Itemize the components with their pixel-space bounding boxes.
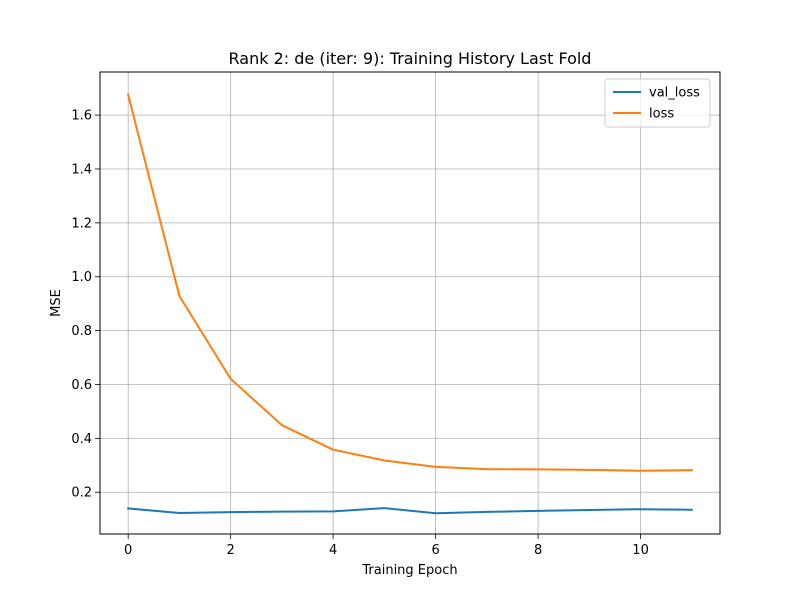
y-tick-label: 0.2 <box>71 486 92 501</box>
series-line-loss <box>126 93 693 472</box>
series-lines <box>126 93 693 515</box>
y-tick-label: 0.4 <box>71 432 92 447</box>
x-tick-label: 8 <box>534 543 542 558</box>
y-axis-label: MSE <box>49 289 64 317</box>
x-tick-label: 6 <box>431 543 439 558</box>
x-tick-label: 2 <box>227 543 235 558</box>
plot-frame <box>99 71 721 535</box>
y-tick-label: 1.0 <box>71 270 92 285</box>
legend-label-val-loss: val_loss <box>649 86 700 101</box>
y-tick-label: 1.2 <box>71 216 92 231</box>
y-axis-ticks: 0.2 0.4 0.6 0.8 1.0 1.2 1.4 1.6 <box>71 109 100 501</box>
grid-lines <box>100 72 720 534</box>
x-tick-label: 4 <box>329 543 337 558</box>
x-axis-ticks: 0 2 4 6 8 10 <box>124 534 649 558</box>
x-tick-label: 0 <box>124 543 132 558</box>
y-tick-label: 0.6 <box>71 378 92 393</box>
y-tick-label: 0.8 <box>71 324 92 339</box>
y-tick-label: 1.6 <box>71 109 92 124</box>
y-tick-label: 1.4 <box>71 162 92 177</box>
legend-label-loss: loss <box>649 107 674 122</box>
series-line-val-loss <box>127 507 693 515</box>
x-axis-label: Training Epoch <box>361 563 457 578</box>
x-tick-label: 10 <box>632 543 649 558</box>
chart-title: Rank 2: de (iter: 9): Training History L… <box>229 49 592 68</box>
